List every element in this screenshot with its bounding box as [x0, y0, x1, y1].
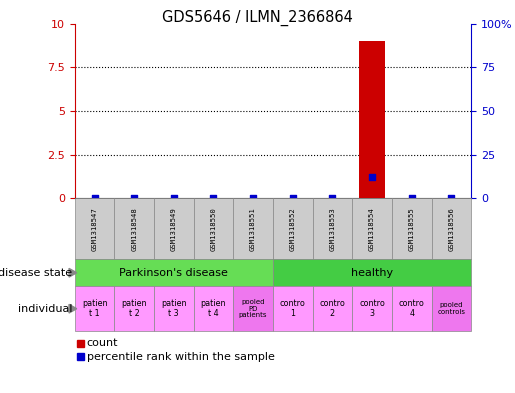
Point	[447, 195, 455, 202]
Text: GSM1318553: GSM1318553	[330, 207, 335, 251]
Text: GDS5646 / ILMN_2366864: GDS5646 / ILMN_2366864	[162, 10, 353, 26]
Point	[91, 195, 99, 202]
Text: GSM1318547: GSM1318547	[92, 207, 97, 251]
Text: patien
t 2: patien t 2	[122, 299, 147, 318]
Text: GSM1318552: GSM1318552	[290, 207, 296, 251]
Text: contro
3: contro 3	[359, 299, 385, 318]
Text: patien
t 3: patien t 3	[161, 299, 186, 318]
Point	[209, 195, 217, 202]
Point	[329, 195, 337, 202]
Text: GSM1318556: GSM1318556	[449, 207, 454, 251]
Text: GSM1318555: GSM1318555	[409, 207, 415, 251]
Text: count: count	[87, 338, 118, 348]
Text: GSM1318554: GSM1318554	[369, 207, 375, 251]
Text: disease state: disease state	[0, 268, 72, 278]
Text: patien
t 1: patien t 1	[82, 299, 107, 318]
Text: contro
4: contro 4	[399, 299, 425, 318]
Point	[368, 174, 376, 181]
Text: pooled
PD
patients: pooled PD patients	[239, 299, 267, 318]
Point	[169, 195, 178, 202]
Point	[288, 195, 297, 202]
Point	[408, 195, 416, 202]
Point	[130, 195, 138, 202]
Text: healthy: healthy	[351, 268, 393, 278]
Text: GSM1318550: GSM1318550	[211, 207, 216, 251]
Point	[249, 195, 258, 202]
Text: contro
1: contro 1	[280, 299, 306, 318]
Text: patien
t 4: patien t 4	[201, 299, 226, 318]
Text: Parkinson's disease: Parkinson's disease	[119, 268, 228, 278]
Text: individual: individual	[18, 304, 72, 314]
Text: pooled
controls: pooled controls	[437, 303, 466, 315]
Bar	[359, 41, 385, 198]
Text: contro
2: contro 2	[319, 299, 346, 318]
Text: GSM1318551: GSM1318551	[250, 207, 256, 251]
Text: GSM1318549: GSM1318549	[171, 207, 177, 251]
Text: GSM1318548: GSM1318548	[131, 207, 137, 251]
Text: percentile rank within the sample: percentile rank within the sample	[87, 352, 274, 362]
